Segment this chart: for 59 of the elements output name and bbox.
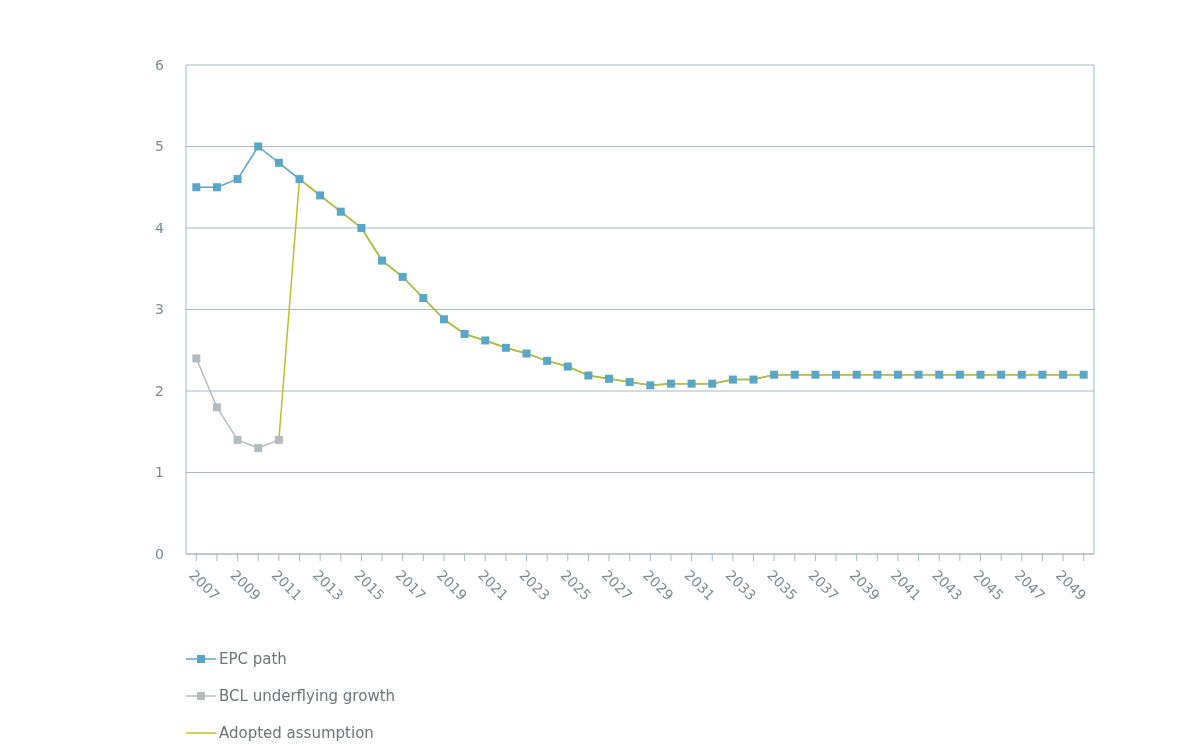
point: [955, 370, 964, 379]
y-tick-label: 1: [155, 464, 164, 481]
point: [233, 175, 242, 184]
point: [357, 224, 366, 232]
point: [543, 356, 552, 365]
point: [192, 354, 201, 363]
point: [419, 294, 428, 303]
point: [852, 370, 861, 379]
point: [584, 371, 593, 380]
point: [708, 379, 717, 388]
point: [666, 379, 675, 388]
legend-label: BCL underflying growth: [219, 687, 396, 706]
point: [914, 370, 923, 379]
point: [212, 403, 221, 412]
point: [460, 329, 469, 338]
point: [233, 435, 242, 444]
point: [398, 272, 407, 281]
point: [316, 191, 325, 200]
point: [605, 374, 614, 383]
point: [976, 370, 985, 379]
point: [212, 183, 221, 192]
point: [646, 381, 655, 390]
point: [274, 435, 283, 444]
point: [893, 370, 902, 379]
y-tick-label: 3: [155, 301, 164, 318]
point: [378, 256, 387, 265]
point: [295, 175, 304, 184]
point: [563, 362, 572, 371]
point: [728, 375, 737, 384]
y-tick-label: 0: [155, 545, 164, 562]
y-tick-label: 6: [155, 56, 165, 73]
legend-label: Adopted assumption: [219, 724, 374, 743]
point: [274, 158, 283, 167]
point: [481, 336, 490, 345]
point: [749, 375, 758, 384]
legend-label: EPC path: [219, 650, 287, 669]
y-tick-label: 4: [155, 219, 165, 236]
point: [687, 379, 696, 388]
point: [770, 370, 779, 379]
point: [832, 370, 841, 379]
point: [935, 370, 944, 379]
point: [501, 343, 510, 352]
point: [192, 183, 201, 192]
point: [1038, 370, 1047, 379]
y-tick-label: 5: [155, 138, 164, 155]
point: [790, 370, 799, 379]
point: [873, 370, 882, 379]
point: [811, 370, 820, 379]
point: [254, 444, 263, 453]
y-tick-label: 2: [155, 382, 164, 399]
point: [625, 378, 634, 387]
point: [522, 349, 531, 358]
point: [336, 207, 345, 216]
point: [1059, 370, 1068, 379]
point: [439, 315, 448, 324]
point: [1017, 370, 1026, 379]
point: [254, 142, 263, 151]
point: [1079, 370, 1088, 379]
point: [997, 370, 1006, 379]
